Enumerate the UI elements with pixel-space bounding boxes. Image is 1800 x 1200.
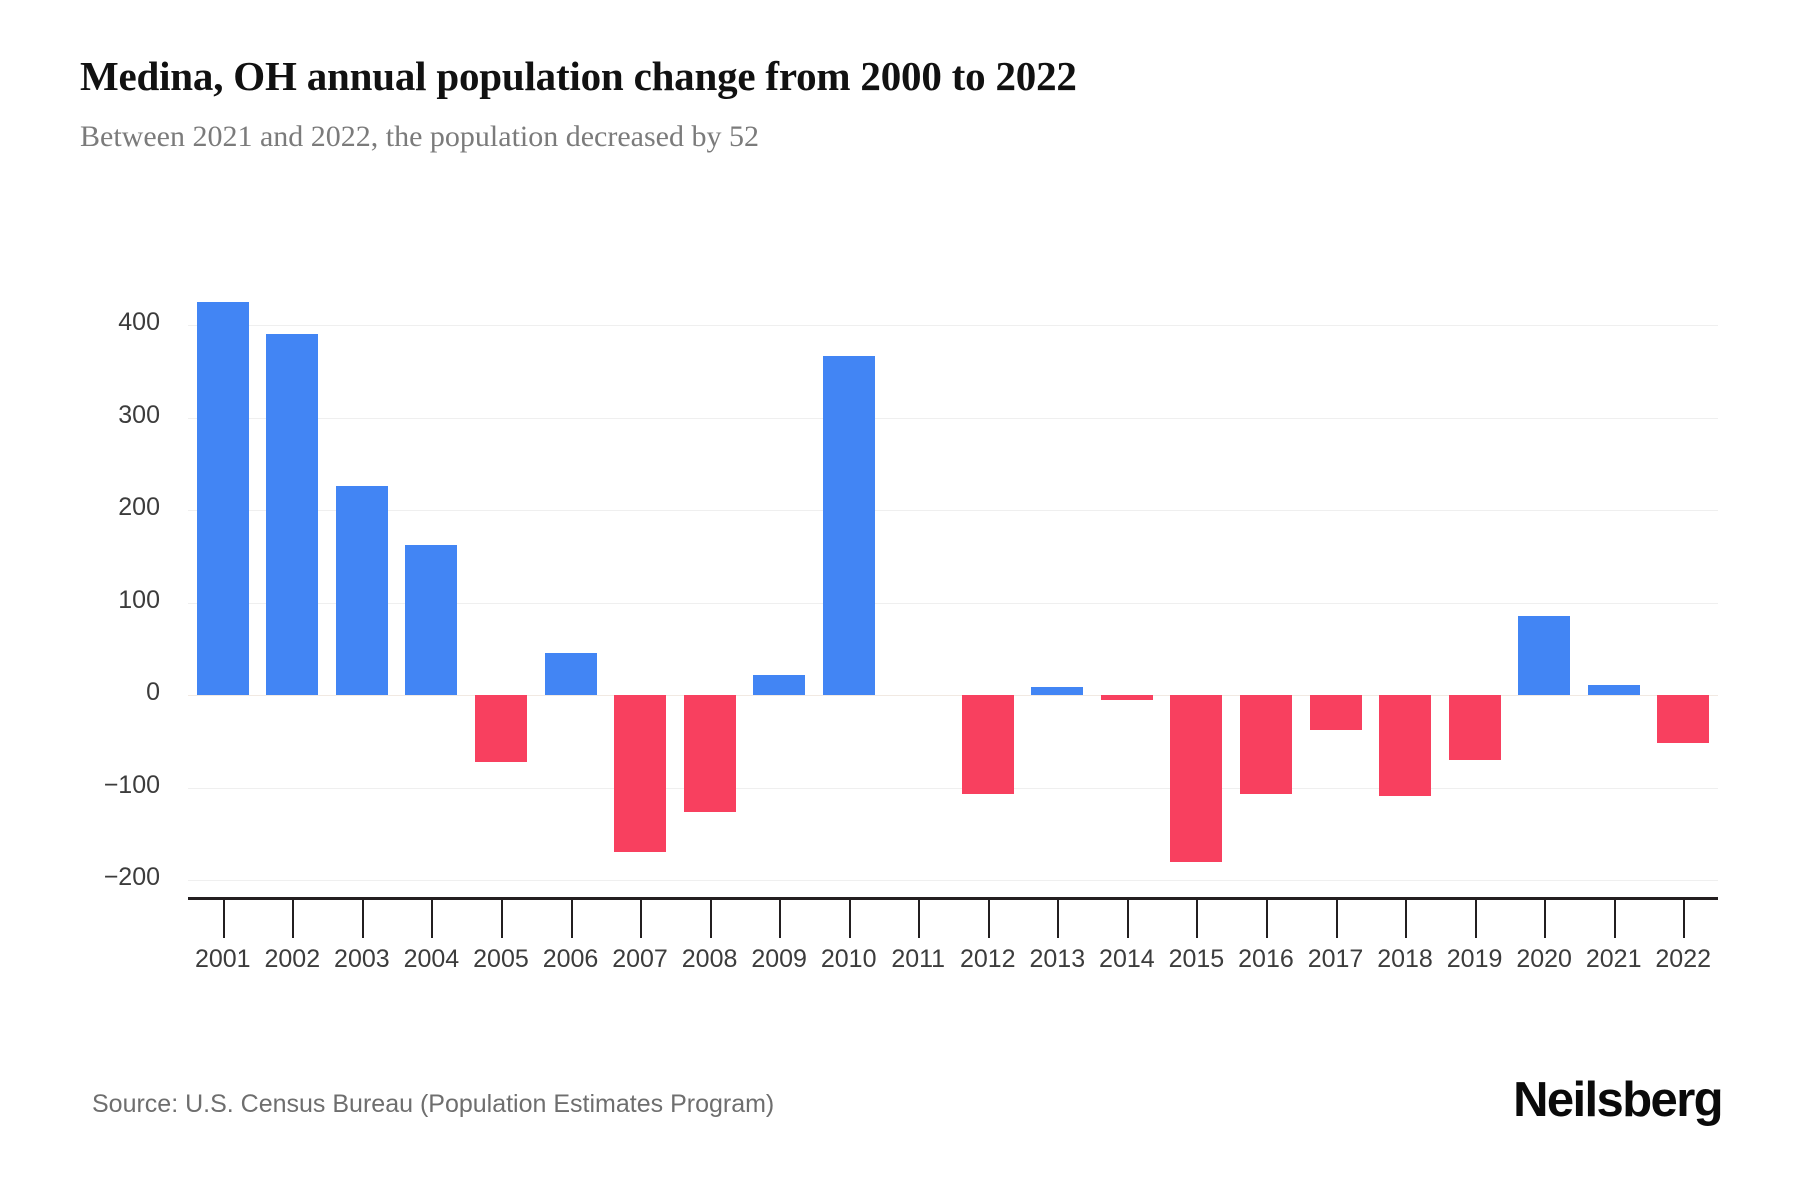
bar-2012[interactable] bbox=[961, 695, 1014, 794]
x-axis-tick bbox=[361, 900, 364, 938]
x-axis-label-2008: 2008 bbox=[681, 945, 738, 973]
x-axis-tick bbox=[1683, 900, 1686, 938]
x-axis-tick bbox=[640, 900, 643, 938]
x-axis-label-2007: 2007 bbox=[612, 945, 668, 973]
zero-gridline bbox=[188, 695, 1718, 696]
y-axis-labels: 400 300 200 100 0 −100 −200 bbox=[50, 0, 160, 1200]
x-axis-label-2021: 2021 bbox=[1585, 945, 1642, 973]
x-axis-label-2009: 2009 bbox=[751, 945, 807, 973]
x-axis-tick bbox=[1196, 900, 1199, 938]
x-axis-label-2005: 2005 bbox=[473, 945, 529, 973]
bar-2019[interactable] bbox=[1448, 695, 1501, 760]
bar-2005[interactable] bbox=[474, 695, 527, 762]
bar-2006[interactable] bbox=[544, 653, 597, 695]
brand-logo: Neilsberg bbox=[1513, 1073, 1724, 1127]
y-axis-tick-label: 0 bbox=[146, 678, 160, 706]
x-axis-label-2003: 2003 bbox=[334, 945, 390, 973]
gridline bbox=[188, 510, 1718, 511]
page-subtitle: Between 2021 and 2022, the population de… bbox=[80, 120, 759, 153]
x-axis-tick bbox=[500, 900, 503, 938]
bar-2016[interactable] bbox=[1239, 695, 1292, 794]
gridline bbox=[188, 787, 1718, 789]
x-axis-label-2004: 2004 bbox=[403, 945, 460, 973]
x-axis-label-2020: 2020 bbox=[1516, 945, 1572, 973]
page-title: Medina, OH annual population change from… bbox=[80, 53, 1077, 99]
bar-2004[interactable] bbox=[405, 545, 458, 695]
y-axis-tick-label: −100 bbox=[103, 770, 160, 799]
y-axis-tick-label: 200 bbox=[118, 493, 160, 521]
gridline bbox=[188, 325, 1718, 326]
x-axis-tick bbox=[292, 900, 295, 938]
bar-2013[interactable] bbox=[1031, 686, 1084, 695]
bar-2022[interactable] bbox=[1657, 695, 1710, 744]
x-axis-tick bbox=[918, 900, 921, 938]
x-axis-tick bbox=[1613, 900, 1616, 938]
x-axis-tick bbox=[1474, 900, 1477, 938]
bar-2002[interactable] bbox=[266, 334, 319, 695]
x-axis-label-2013: 2013 bbox=[1029, 945, 1086, 973]
x-axis-label-2010: 2010 bbox=[820, 945, 877, 973]
x-axis-tick bbox=[1265, 900, 1268, 938]
x-axis-tick bbox=[709, 900, 712, 938]
y-axis-tick-label: −200 bbox=[103, 863, 160, 891]
x-axis-tick bbox=[848, 900, 851, 938]
x-axis-tick bbox=[1335, 900, 1338, 938]
gridline bbox=[188, 602, 1718, 604]
y-axis-tick-label: 400 bbox=[118, 308, 160, 336]
x-axis-tick bbox=[1057, 900, 1060, 938]
x-axis-label-2011: 2011 bbox=[891, 945, 946, 973]
bar-2003[interactable] bbox=[335, 485, 388, 695]
bar-2008[interactable] bbox=[683, 695, 736, 813]
bar-2007[interactable] bbox=[614, 695, 667, 853]
bar-2021[interactable] bbox=[1587, 684, 1640, 695]
x-axis-line bbox=[188, 897, 1718, 900]
y-axis-tick-label: 100 bbox=[118, 585, 160, 614]
gridline bbox=[188, 880, 1718, 881]
bar-2014[interactable] bbox=[1100, 695, 1153, 700]
bar-2015[interactable] bbox=[1170, 695, 1223, 863]
x-axis-tick bbox=[222, 900, 225, 938]
x-axis-tick bbox=[987, 900, 990, 938]
bar-2017[interactable] bbox=[1309, 695, 1362, 731]
x-axis-label-2019: 2019 bbox=[1446, 945, 1503, 973]
bar-series bbox=[188, 240, 1718, 900]
x-axis-tick bbox=[779, 900, 782, 938]
bar-2010[interactable] bbox=[822, 356, 875, 695]
grid-lines bbox=[188, 240, 1718, 900]
gridline bbox=[188, 417, 1718, 419]
x-axis-tick bbox=[1544, 900, 1547, 938]
x-axis-label-2017: 2017 bbox=[1307, 945, 1364, 973]
x-axis-tick bbox=[1126, 900, 1129, 938]
x-axis-label-2016: 2016 bbox=[1238, 945, 1294, 973]
x-axis-tick bbox=[431, 900, 434, 938]
x-axis-label-2015: 2015 bbox=[1168, 945, 1225, 973]
x-axis-label-2001: 2001 bbox=[194, 945, 251, 973]
x-axis-label-2022: 2022 bbox=[1655, 945, 1712, 973]
x-axis-label-2018: 2018 bbox=[1377, 945, 1433, 973]
x-axis-label-2006: 2006 bbox=[542, 945, 599, 973]
bar-2009[interactable] bbox=[753, 674, 806, 695]
source-note: Source: U.S. Census Bureau (Population E… bbox=[92, 1090, 775, 1118]
x-axis-label-2014: 2014 bbox=[1099, 945, 1155, 973]
x-axis-tick bbox=[570, 900, 573, 938]
bar-2018[interactable] bbox=[1379, 695, 1432, 796]
y-axis-tick-label: 300 bbox=[118, 400, 160, 429]
x-axis-tick bbox=[1405, 900, 1408, 938]
x-axis-label-2002: 2002 bbox=[264, 945, 321, 973]
x-axis-label-2012: 2012 bbox=[959, 945, 1016, 973]
bar-2020[interactable] bbox=[1518, 616, 1571, 695]
bar-2001[interactable] bbox=[196, 301, 249, 695]
